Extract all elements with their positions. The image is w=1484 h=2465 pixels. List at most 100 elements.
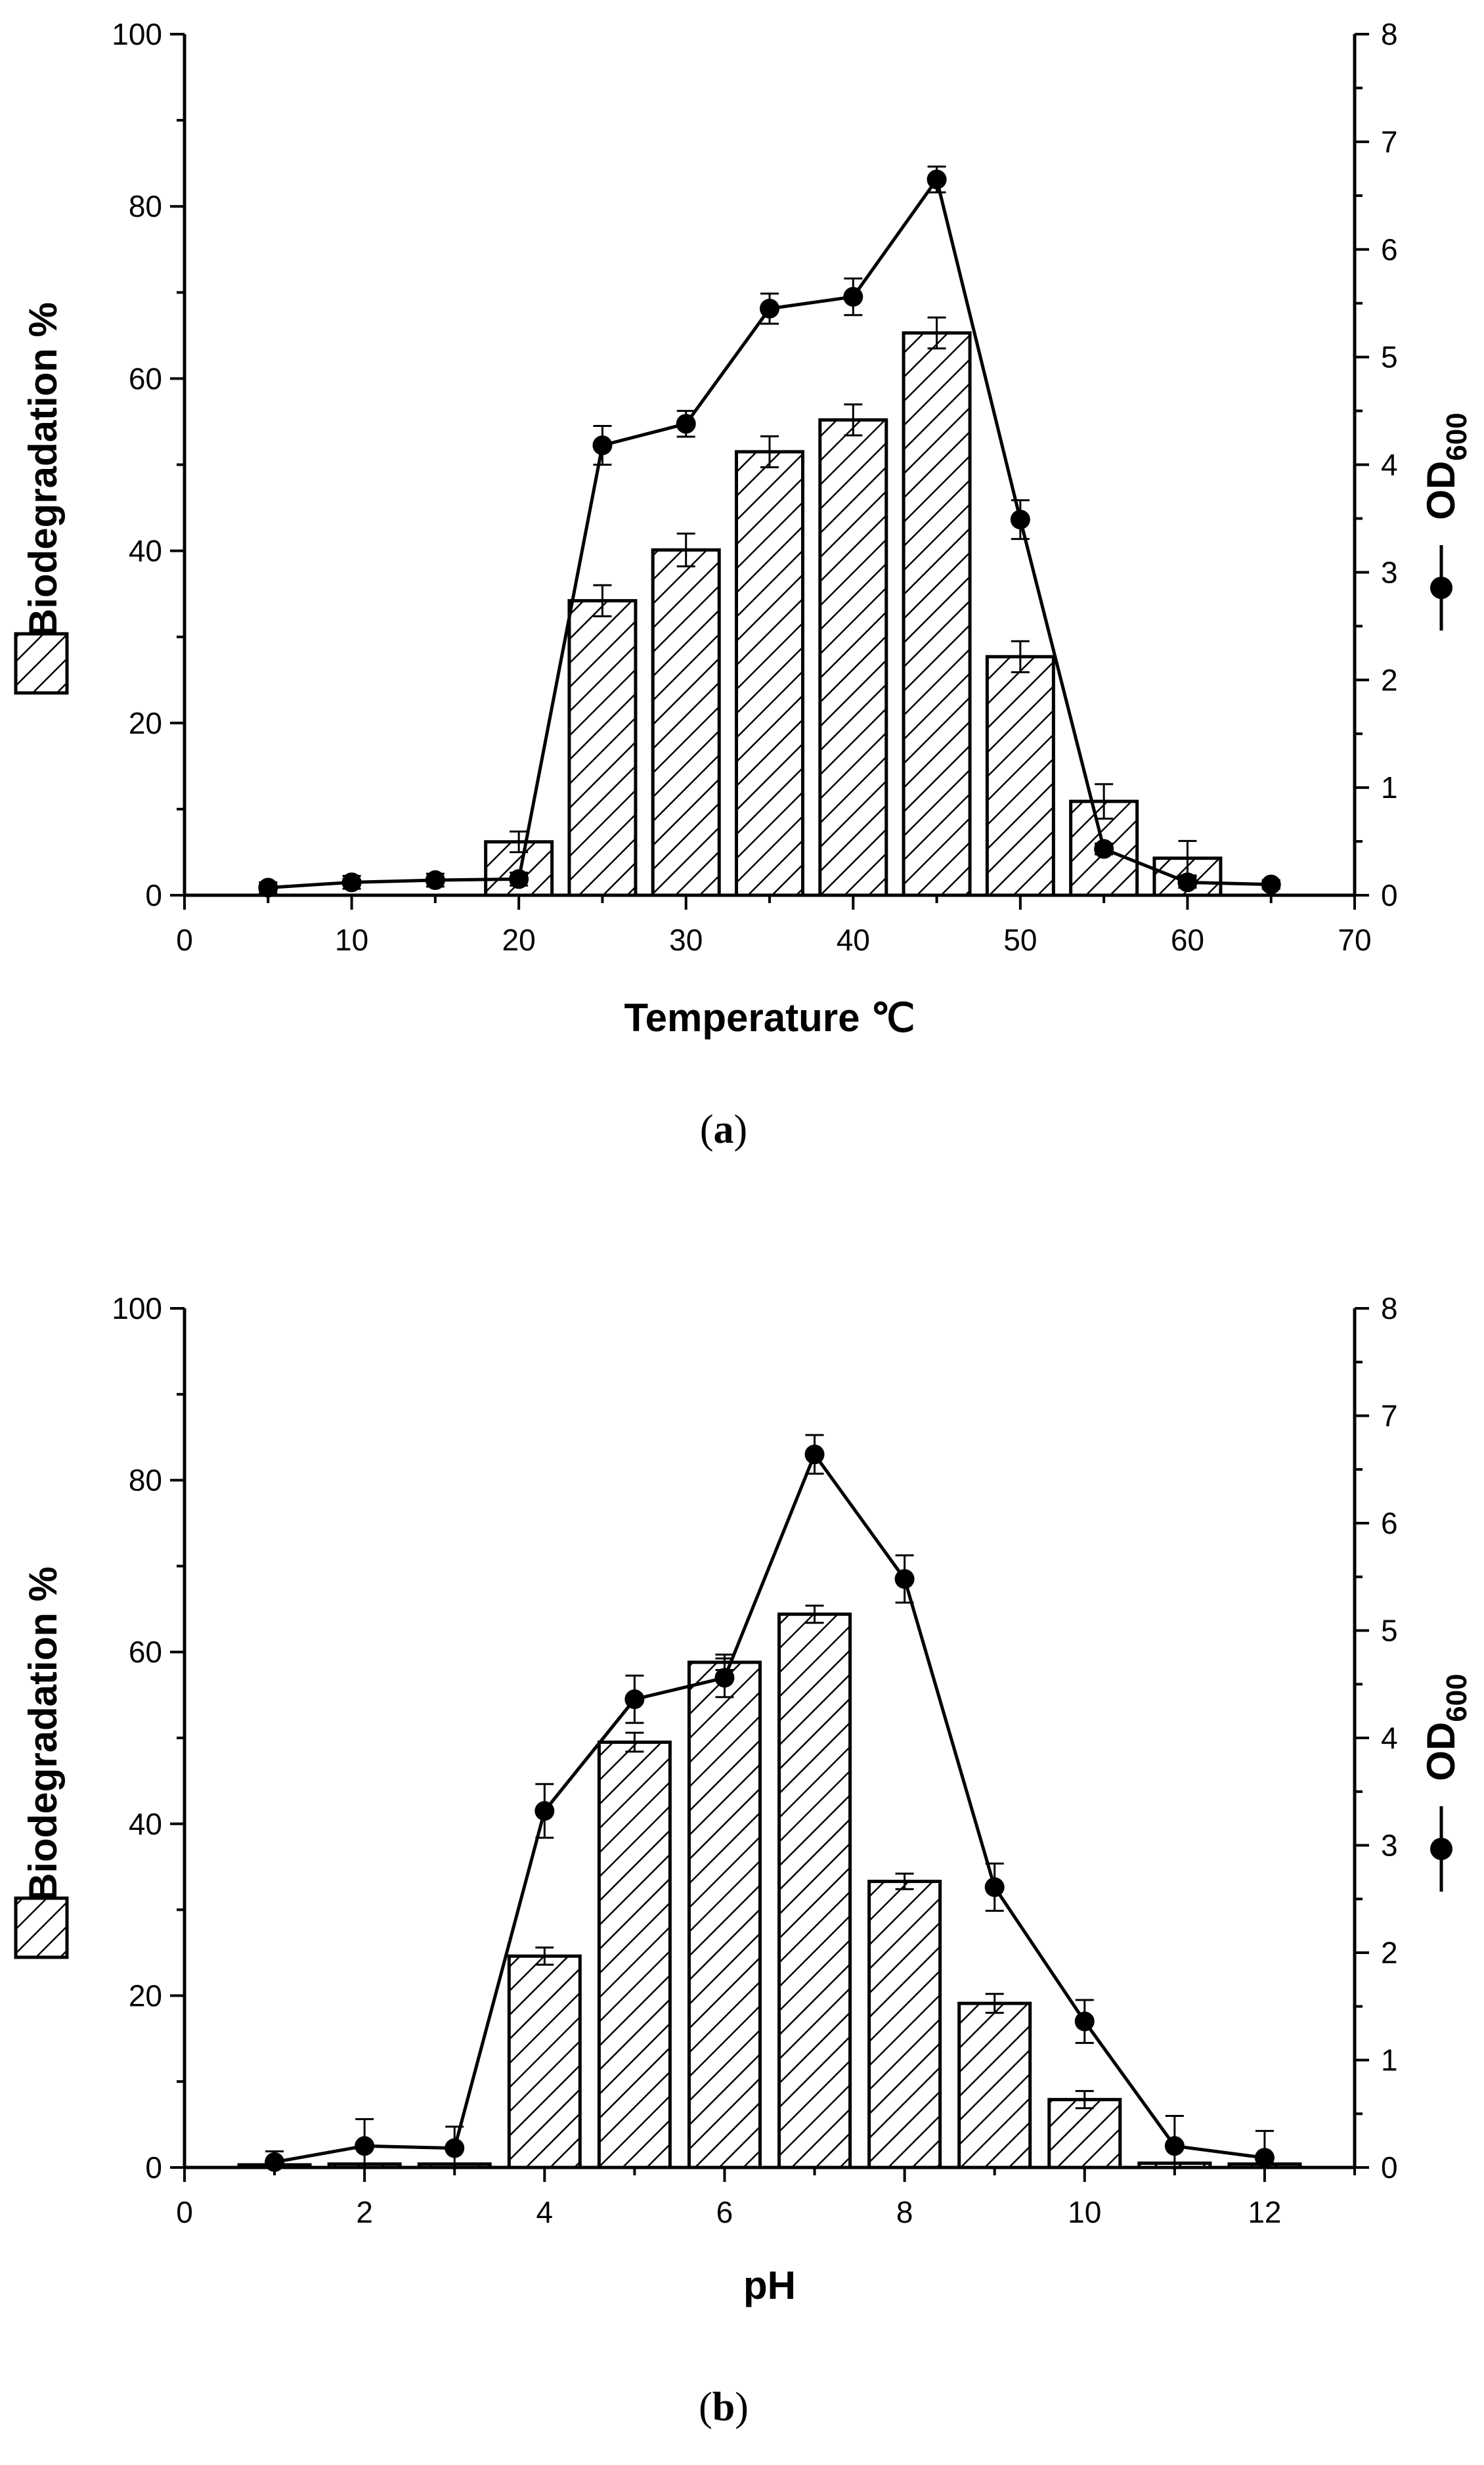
chart-ph: 0 2 4 6 8 10 12020406080100012345678pHBiodegra… (14, 1291, 1473, 2430)
y2-axis-title-text: OD600 (1419, 1674, 1473, 1781)
x-axis-title: Temperature ℃ (624, 996, 915, 1040)
axes: 0 10 20 30 40 50 60 70 0 20 40 60 80 100 0 1 2 3 4 5 6 7 8 (112, 17, 1397, 957)
panel-letter: b (712, 2385, 735, 2430)
od600-point (843, 286, 863, 307)
x-tick-label: 6 (716, 2195, 733, 2229)
y2-tick-label: 2 (1381, 1936, 1398, 1970)
od600-point (927, 169, 947, 190)
line-series (258, 166, 1281, 898)
bar-series (237, 1605, 1302, 2169)
panel-letter: a (714, 1107, 734, 1152)
y2-tick-label: 1 (1381, 2043, 1398, 2077)
x-tick-label: 10 (1068, 2195, 1101, 2229)
y-tick-label: 40 (129, 1807, 162, 1841)
panel-paren-close: ) (735, 2385, 749, 2430)
bar (651, 548, 721, 897)
od600-point (445, 2138, 465, 2158)
line-series (265, 1434, 1275, 2172)
od600-point (425, 870, 445, 891)
bar (687, 1660, 762, 2169)
od600-point (265, 2152, 285, 2172)
od600-point (1094, 839, 1114, 859)
y2-label-subscript: 600 (1441, 1674, 1473, 1721)
y-tick-label: 80 (129, 1463, 162, 1498)
y-tick-label: 60 (129, 361, 162, 395)
od600-point (1261, 874, 1281, 895)
bar (597, 1741, 672, 2169)
panel-paren-open: ( (700, 1107, 714, 1152)
x-tick-label: 8 (896, 2195, 913, 2229)
od600-point (1074, 2011, 1095, 2032)
panel-label: (a) (700, 1107, 747, 1152)
x-tick-label: 2 (356, 2195, 373, 2229)
od600-point (714, 1668, 735, 1688)
od600-point (592, 435, 613, 456)
y2-label-subscript: 600 (1441, 412, 1473, 460)
y-tick-label: 20 (129, 1978, 162, 2012)
x-tick-label: 4 (536, 2195, 554, 2229)
y-tick-label: 100 (112, 17, 162, 51)
y-axis-title-right: OD600 (1419, 412, 1473, 520)
x-tick-label: 0 (176, 2195, 193, 2229)
x-tick-label: 60 (1171, 923, 1204, 957)
legend-marker-swatch (1430, 1838, 1452, 1860)
y-axis-title-left: Biodegradation % (21, 1566, 65, 1901)
bar-series (484, 316, 1223, 897)
y-tick-label: 20 (129, 706, 162, 740)
x-tick-label: 30 (669, 923, 703, 957)
y2-tick-label: 7 (1381, 1399, 1398, 1433)
y-tick-label: 80 (129, 189, 162, 223)
y2-tick-label: 3 (1381, 555, 1398, 589)
y2-tick-label: 8 (1381, 17, 1398, 51)
y2-tick-label: 6 (1381, 233, 1398, 267)
y-axis-title-right: OD600 (1419, 1674, 1473, 1781)
y2-tick-label: 8 (1381, 1291, 1398, 1325)
od600-point (1254, 2148, 1275, 2168)
y-tick-label: 40 (129, 534, 162, 568)
od600-point (535, 1801, 555, 1821)
y2-tick-label: 1 (1381, 770, 1398, 805)
y2-tick-label: 7 (1381, 125, 1398, 159)
y2-tick-label: 0 (1381, 878, 1398, 912)
legend-marker-swatch (1430, 577, 1452, 599)
bar (735, 450, 804, 897)
od600-point (1164, 2136, 1185, 2156)
bar (867, 1879, 942, 2169)
y2-tick-label: 5 (1381, 340, 1398, 374)
x-tick-label: 0 (176, 923, 193, 957)
y-tick-label: 0 (145, 878, 162, 912)
legend-bar-swatch (14, 632, 69, 695)
y2-tick-label: 4 (1381, 1721, 1398, 1755)
legend-bar-swatch (14, 1896, 69, 1959)
y2-tick-label: 3 (1381, 1829, 1398, 1863)
panel-paren-close: ) (734, 1107, 748, 1152)
od600-point (624, 1689, 645, 1710)
x-tick-label: 10 (335, 923, 368, 957)
y2-label-main: OD (1419, 1722, 1463, 1781)
bar (902, 331, 972, 897)
x-tick-label: 50 (1003, 923, 1037, 957)
bar (985, 655, 1055, 897)
y2-tick-label: 6 (1381, 1506, 1398, 1540)
od600-point (509, 869, 529, 889)
chart-temperature: 0 10 20 30 40 50 60 70 0 20 40 60 80 100 0 1 2 3 4 5 6 7 8 Temp… (14, 17, 1473, 1152)
od600-point (894, 1569, 915, 1589)
od600-point (760, 298, 779, 319)
bar (777, 1612, 852, 2169)
y-axis-title-left: Biodegradation % (21, 302, 65, 637)
x-tick-label: 70 (1338, 923, 1371, 957)
x-axis-title: pH (743, 2263, 796, 2307)
bar (1047, 2098, 1122, 2169)
y-axis-title-text: Biodegradation % (21, 1566, 65, 1901)
od600-point (1177, 872, 1198, 893)
od600-point (258, 877, 278, 898)
y-tick-label: 60 (129, 1635, 162, 1669)
x-tick-label: 12 (1248, 2195, 1281, 2229)
y2-label-main: OD (1419, 461, 1463, 520)
panel-label: (b) (699, 2385, 749, 2430)
y-tick-label: 0 (145, 2150, 162, 2185)
y2-axis-title-text: OD600 (1419, 412, 1473, 520)
od600-point (984, 1877, 1005, 1898)
y-tick-label: 100 (112, 1291, 162, 1325)
y2-tick-label: 2 (1381, 663, 1398, 697)
